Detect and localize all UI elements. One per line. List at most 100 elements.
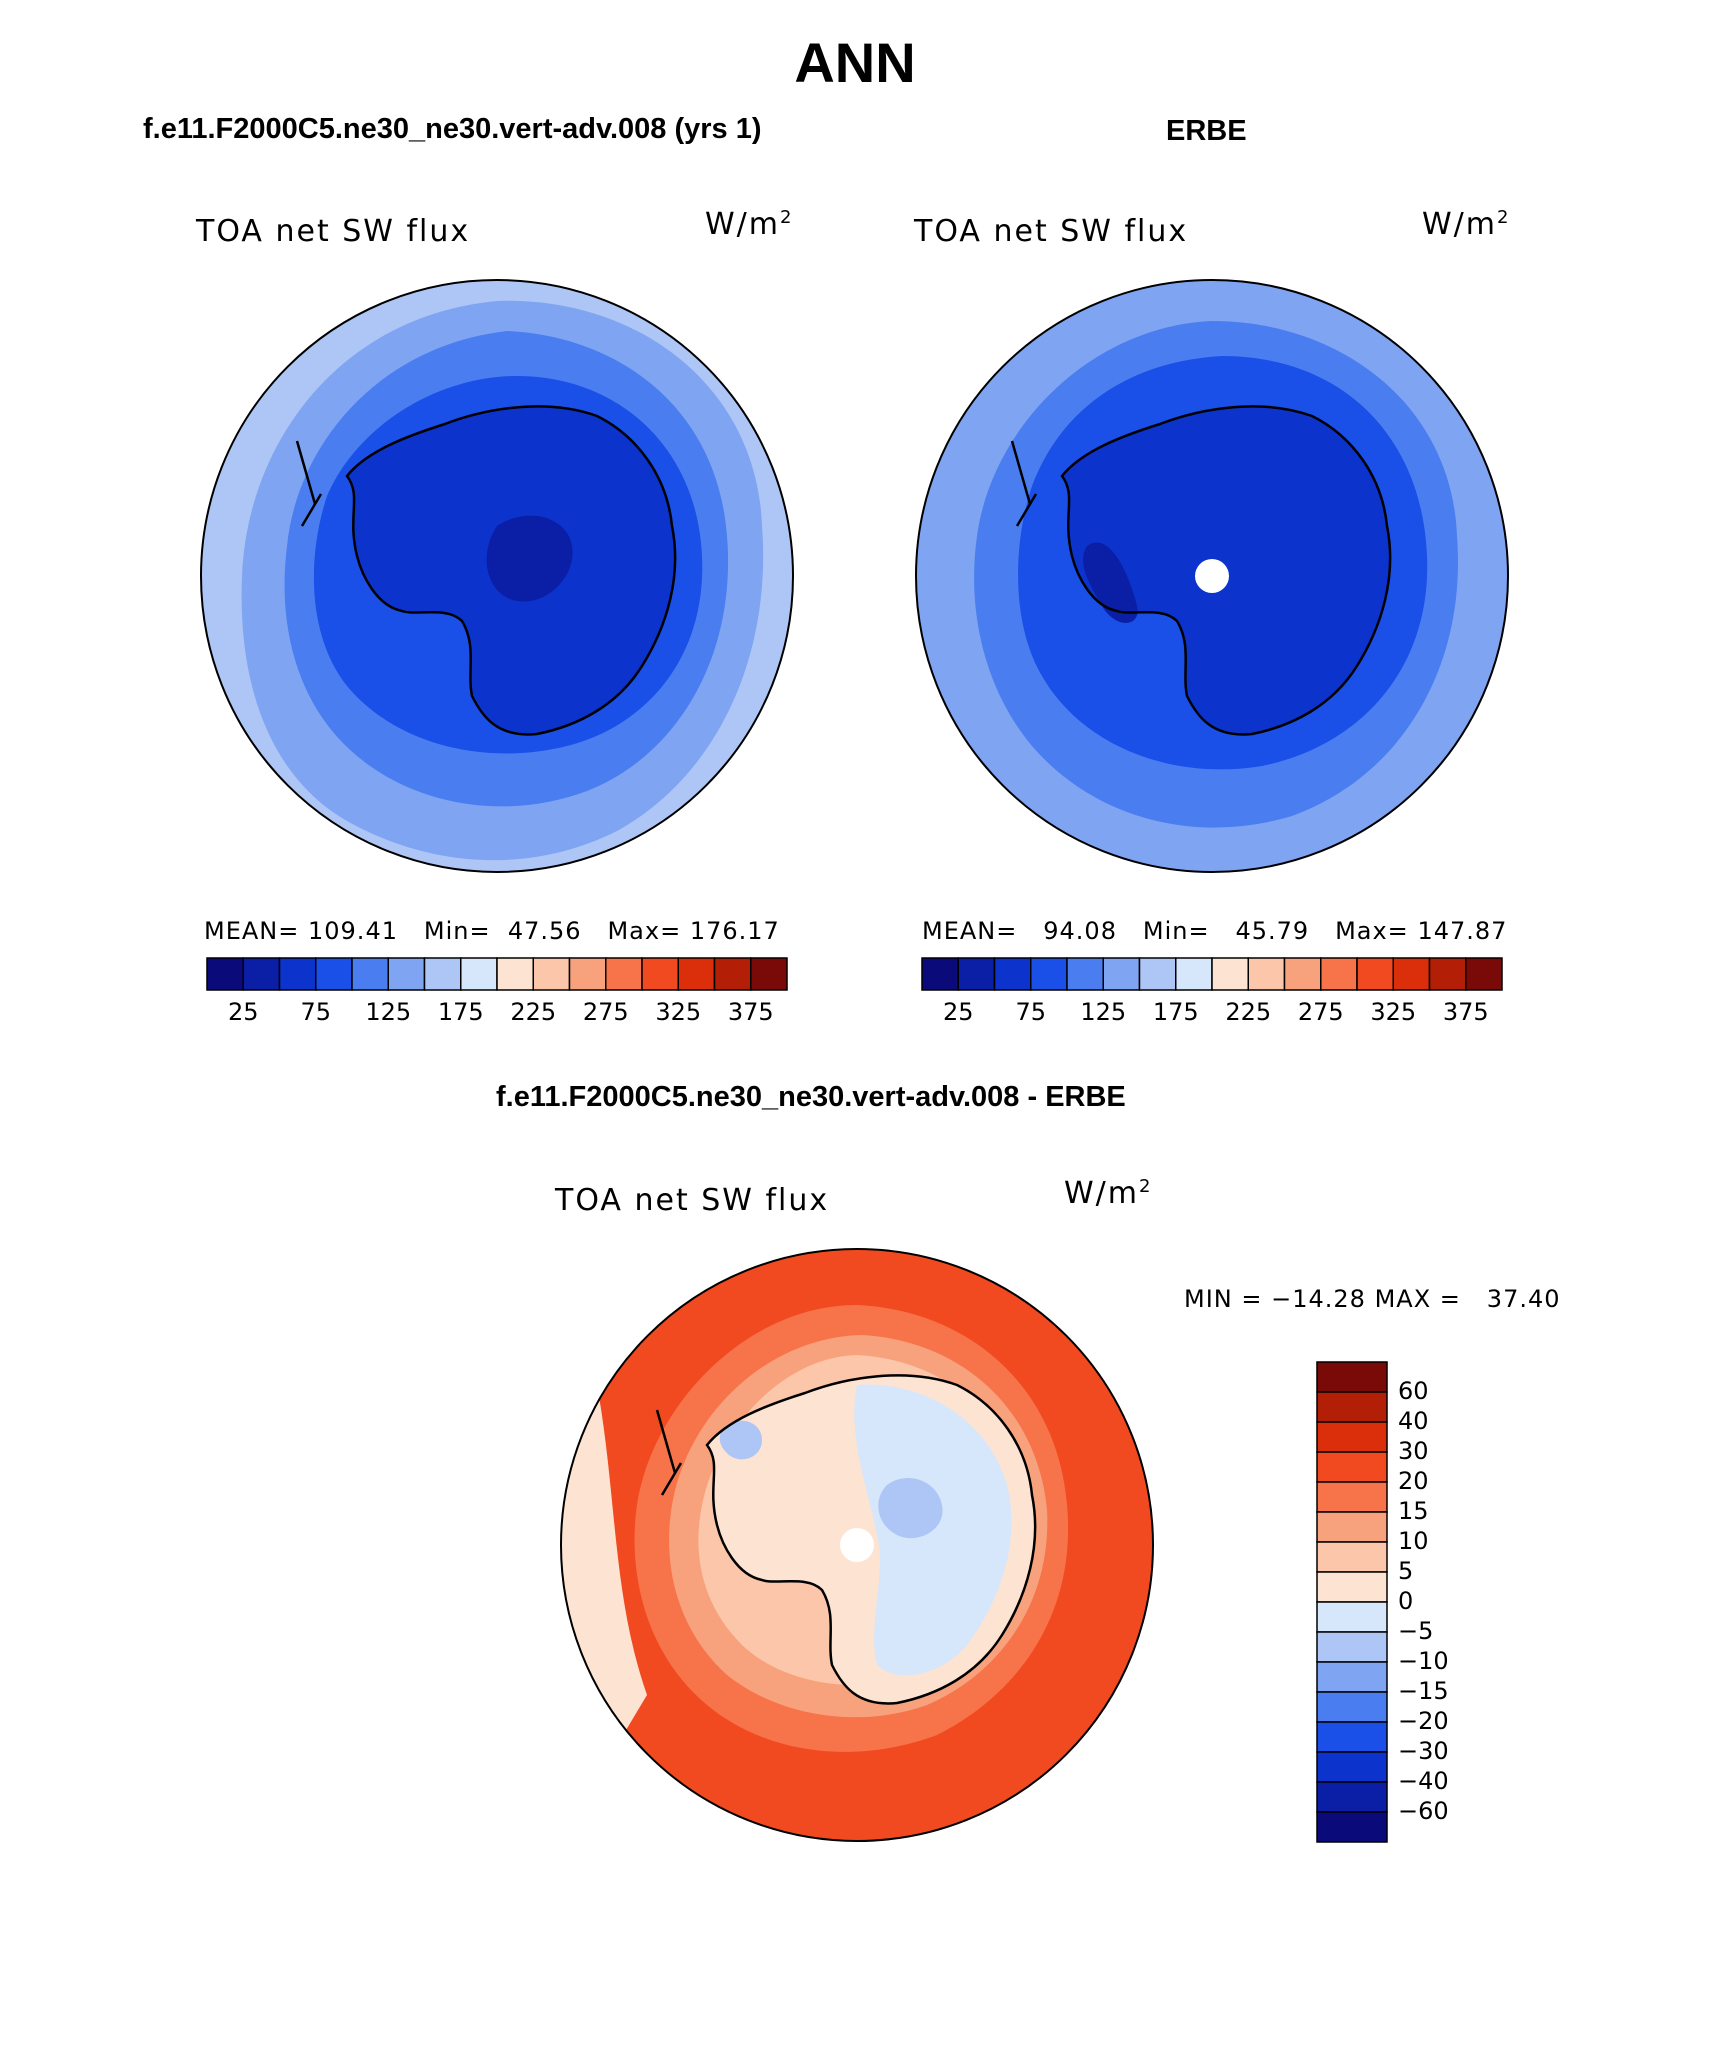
colorbar-tick-label: 10: [1398, 1527, 1429, 1555]
colorbar-swatch: [641, 957, 679, 991]
panel3-units: W/m2: [1064, 1176, 1153, 1211]
colorbar-tick-label: 25: [942, 998, 974, 1026]
colorbar-tick-label: −20: [1398, 1707, 1449, 1735]
panel1-case-title: f.e11.F2000C5.ne30_ne30.vert-adv.008 (yr…: [143, 113, 762, 145]
colorbar-swatch: [677, 957, 716, 991]
colorbar-swatch: [1316, 1751, 1388, 1783]
colorbar-swatch: [1211, 957, 1249, 991]
colorbar-swatch: [605, 957, 643, 991]
panel2-coastline: [1010, 405, 1392, 736]
colorbar-swatch: [1320, 957, 1358, 991]
colorbar-swatch: [1465, 957, 1503, 991]
colorbar-swatch: [1316, 1781, 1388, 1813]
colorbar-tick-label: 5: [1398, 1557, 1414, 1585]
colorbar-tick-label: 25: [227, 998, 259, 1026]
panel2-deep-patch: [1082, 542, 1138, 623]
colorbar-tick-label: 375: [1442, 998, 1489, 1026]
panel2-variable-label: TOA net SW flux: [914, 214, 1189, 249]
panel3-pole-hole: [840, 1528, 874, 1562]
colorbar-tick-label: −5: [1398, 1617, 1434, 1645]
panel1-map-border: [200, 279, 794, 873]
colorbar-swatch: [1316, 1721, 1388, 1753]
colorbar-tick-label: 60: [1398, 1377, 1429, 1405]
colorbar-swatch: [460, 957, 498, 991]
colorbar-tick-label: 325: [1370, 998, 1417, 1026]
colorbar-swatch: [206, 957, 244, 991]
panel3-colorbar: [1316, 1361, 1388, 1843]
panel1-units: W/m2: [705, 207, 794, 242]
panel1-colorbar: [206, 957, 788, 991]
panel3-negative-patch-1: [878, 1477, 943, 1539]
panel2-case-title: ERBE: [1166, 115, 1247, 147]
colorbar-swatch: [1316, 1631, 1388, 1663]
figure-title: ANN: [794, 31, 916, 94]
panel2-polar-map: [915, 279, 1509, 873]
colorbar-swatch: [921, 957, 959, 991]
colorbar-tick-label: 325: [655, 998, 702, 1026]
colorbar-tick-label: 75: [300, 998, 332, 1026]
colorbar-swatch: [1030, 957, 1068, 991]
colorbar-swatch: [1316, 1601, 1388, 1633]
panel2-stats: MEAN= 94.08 Min= 45.79 Max= 147.87: [922, 917, 1508, 945]
colorbar-tick-label: 75: [1015, 998, 1047, 1026]
colorbar-tick-label: −30: [1398, 1737, 1449, 1765]
colorbar-swatch: [351, 957, 389, 991]
colorbar-tick-label: 125: [1080, 998, 1127, 1026]
colorbar-tick-label: 275: [1297, 998, 1344, 1026]
panel3-polar-map: [560, 1248, 1154, 1842]
colorbar-tick-label: 375: [727, 998, 774, 1026]
colorbar-swatch: [1102, 957, 1141, 991]
colorbar-swatch: [993, 957, 1032, 991]
colorbar-swatch: [1316, 1391, 1388, 1423]
colorbar-swatch: [278, 957, 317, 991]
colorbar-tick-label: 40: [1398, 1407, 1429, 1435]
colorbar-tick-label: 275: [582, 998, 629, 1026]
panel2-pole-hole: [1195, 559, 1229, 593]
colorbar-tick-label: 225: [1225, 998, 1272, 1026]
colorbar-swatch: [1066, 957, 1104, 991]
panel2-map-border: [915, 279, 1509, 873]
colorbar-swatch: [1316, 1661, 1388, 1693]
panel1-coastline: [295, 405, 677, 736]
colorbar-swatch: [568, 957, 607, 991]
colorbar-swatch: [1316, 1541, 1388, 1573]
colorbar-tick-label: 0: [1398, 1587, 1414, 1615]
panel2-units: W/m2: [1422, 207, 1511, 242]
colorbar-swatch: [750, 957, 788, 991]
colorbar-tick-label: 20: [1398, 1467, 1429, 1495]
panel3-variable-label: TOA net SW flux: [555, 1183, 830, 1218]
colorbar-swatch: [1138, 957, 1177, 991]
colorbar-swatch: [957, 957, 996, 991]
colorbar-swatch: [1428, 957, 1467, 991]
colorbar-swatch: [1316, 1361, 1388, 1393]
panel1-polar-map: [200, 279, 794, 873]
colorbar-tick-label: 30: [1398, 1437, 1429, 1465]
colorbar-tick-label: −60: [1398, 1797, 1449, 1825]
panel3-map-border: [560, 1248, 1154, 1842]
colorbar-swatch: [532, 957, 571, 991]
colorbar-swatch: [315, 957, 353, 991]
colorbar-swatch: [1316, 1481, 1388, 1513]
colorbar-tick-label: 15: [1398, 1497, 1429, 1525]
colorbar-tick-label: −40: [1398, 1767, 1449, 1795]
colorbar-tick-label: −10: [1398, 1647, 1449, 1675]
colorbar-swatch: [242, 957, 281, 991]
colorbar-swatch: [1392, 957, 1431, 991]
panel3-coastline: [655, 1374, 1037, 1705]
colorbar-swatch: [1316, 1571, 1388, 1603]
colorbar-swatch: [1316, 1511, 1388, 1543]
colorbar-tick-label: 225: [510, 998, 557, 1026]
colorbar-swatch: [1316, 1421, 1388, 1453]
colorbar-tick-label: 125: [365, 998, 412, 1026]
panel3-negative-patch-2: [719, 1420, 762, 1460]
colorbar-swatch: [423, 957, 462, 991]
colorbar-tick-label: 175: [437, 998, 484, 1026]
panel1-stats: MEAN= 109.41 Min= 47.56 Max= 176.17: [204, 917, 780, 945]
colorbar-swatch: [496, 957, 534, 991]
panel3-case-title: f.e11.F2000C5.ne30_ne30.vert-adv.008 - E…: [496, 1081, 1126, 1113]
colorbar-swatch: [713, 957, 752, 991]
panel1-variable-label: TOA net SW flux: [196, 214, 471, 249]
colorbar-swatch: [1247, 957, 1286, 991]
colorbar-swatch: [1283, 957, 1322, 991]
colorbar-swatch: [1175, 957, 1213, 991]
